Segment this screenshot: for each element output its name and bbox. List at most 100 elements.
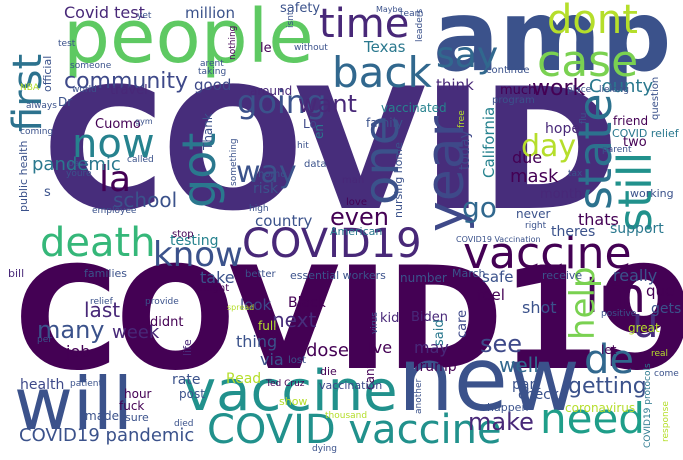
word-maybe: Maybe — [376, 5, 403, 14]
word-american: American — [330, 225, 383, 238]
word-coming: coming — [20, 127, 54, 137]
word-good: good — [194, 76, 232, 94]
word-free: free — [457, 110, 467, 128]
word-response: response — [661, 401, 671, 442]
word-world: world — [72, 85, 97, 95]
word-called: called — [127, 155, 154, 165]
word-high: high — [249, 204, 269, 214]
word-better: better — [245, 269, 276, 280]
word-rate: rate — [172, 372, 201, 388]
word-make: make — [468, 408, 534, 436]
word-dr: Dr — [58, 95, 73, 109]
word-die: die — [320, 365, 337, 378]
word-hope: hope — [545, 121, 580, 137]
word-didnt: didnt — [150, 315, 184, 330]
word-said: said — [432, 319, 447, 346]
word-ive: Ive — [368, 338, 393, 357]
word-covid-vaccine: COVID vaccine — [207, 407, 502, 453]
word-youre: youre — [66, 169, 92, 179]
word-vaccination: vaccination — [319, 379, 383, 392]
word-home: home — [258, 169, 287, 180]
word-essential-workers: essential workers — [290, 269, 386, 282]
word-case: case — [537, 36, 639, 87]
word-getting: getting — [568, 374, 647, 399]
word-kid: kid — [380, 311, 400, 326]
word-sure: sure — [125, 411, 149, 424]
word-en: en — [312, 124, 326, 139]
word-travel: travel — [110, 83, 148, 98]
word-yet: yet — [137, 11, 152, 21]
word-bill: bill — [8, 267, 25, 280]
word-county: County — [589, 76, 654, 97]
word-two: two — [623, 135, 647, 150]
word-provide: provide — [145, 297, 179, 307]
word-many: many — [37, 316, 105, 344]
word-something: something — [229, 138, 239, 186]
word-covid19-vaccination: COVID19 Vaccination — [456, 235, 541, 244]
word-much: much — [500, 83, 537, 98]
word-employee: employee — [92, 206, 137, 216]
word-man: man — [342, 175, 365, 186]
word-know: know — [153, 235, 243, 275]
word-need: need — [540, 394, 645, 443]
word-great: great — [628, 321, 660, 335]
word-continue: continue — [486, 65, 530, 76]
word-work: work — [532, 76, 586, 101]
word-march: March — [452, 267, 486, 280]
word-people: people — [63, 0, 314, 80]
word-will: will — [14, 362, 133, 446]
word-next: next — [272, 308, 317, 332]
word-million: million — [185, 4, 235, 22]
word-right: right — [525, 221, 547, 231]
word-place: place — [567, 85, 592, 95]
word-lo: Lo — [303, 117, 317, 131]
word-team: team — [400, 9, 424, 19]
word-look: look — [240, 296, 272, 314]
word-job: job — [66, 342, 91, 361]
word-s: s — [44, 185, 51, 200]
word-vaccine-1: vaccine — [183, 359, 398, 424]
word-dont: dont — [547, 0, 638, 43]
word-read: Read — [226, 371, 262, 387]
word-black: Black — [288, 295, 326, 311]
word-always: always — [26, 101, 57, 111]
word-risk: risk — [253, 181, 279, 197]
word-thing: thing — [236, 332, 278, 351]
word-family: family — [366, 116, 404, 130]
word-health: health — [20, 377, 65, 393]
word-u: u — [632, 298, 659, 347]
word-gets: gets — [651, 301, 682, 317]
word-may: may — [414, 338, 449, 357]
word-dose: dose — [306, 340, 349, 361]
word-lost: lost — [288, 355, 307, 366]
word-question: question — [650, 76, 661, 120]
word-official: official — [41, 55, 54, 92]
word-arent: arent — [200, 59, 224, 69]
word-working: working — [630, 187, 674, 200]
word-think: think — [436, 76, 474, 94]
word-let: let — [601, 343, 617, 357]
word-california: California — [480, 106, 498, 178]
word-someone: someone — [70, 61, 112, 71]
word-community: community — [64, 69, 189, 94]
word-thank: Thank — [201, 113, 215, 150]
word-see: see — [480, 330, 523, 358]
word-even: even — [330, 203, 389, 231]
word-pandemic: pandemic — [32, 154, 121, 175]
word-covid19-big: COVID19 — [14, 237, 683, 402]
word-time: time — [319, 1, 410, 47]
word-safety: safety — [280, 1, 321, 16]
word-new: new — [398, 328, 580, 431]
word-part: part — [512, 377, 541, 393]
word-happen: happen — [487, 401, 529, 414]
word-covid-relief: COVID relief — [612, 127, 679, 140]
word-feel: feel — [477, 286, 505, 304]
word-taking: taking — [198, 67, 227, 77]
word-test: test — [58, 39, 76, 49]
word-might: might — [200, 283, 230, 294]
word-died: died — [174, 419, 194, 429]
word-dying: dying — [312, 444, 337, 454]
word-lielong: lielong — [599, 85, 629, 95]
word-covid-test: Covid test — [64, 3, 145, 22]
